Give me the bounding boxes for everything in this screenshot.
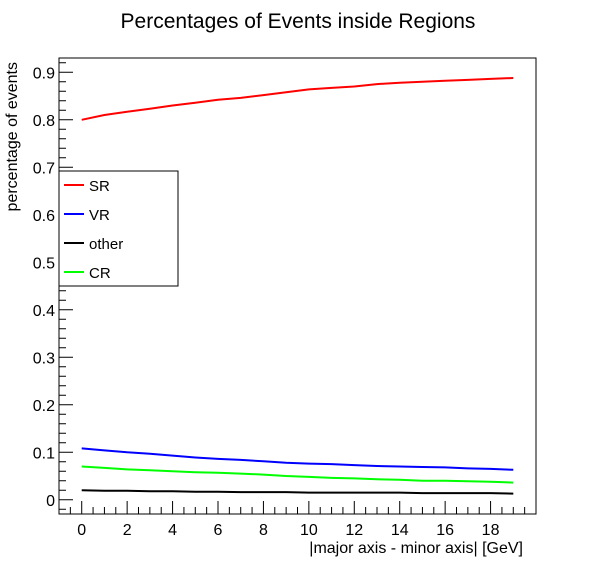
- legend-label-vr: VR: [89, 207, 110, 224]
- y-tick-label: 0.2: [33, 398, 55, 415]
- y-tick-label: 0.5: [33, 255, 55, 272]
- x-tick-label: 18: [482, 522, 500, 539]
- y-tick-label: 0: [46, 493, 55, 510]
- x-tick-label: 4: [168, 522, 177, 539]
- y-axis-title: percentage of events: [4, 62, 21, 211]
- legend-entries: SR VR other CR: [64, 178, 123, 282]
- x-tick-label: 2: [123, 522, 132, 539]
- x-tick-label: 0: [77, 522, 86, 539]
- y-axis-ticks: 0 0.1 0.2 0.3 0.4 0.5 0.6 0.7 0.8 0.9: [33, 62, 73, 510]
- series-line-sr: [81, 77, 514, 121]
- x-tick-label: 6: [214, 522, 223, 539]
- x-tick-label: 8: [259, 522, 268, 539]
- legend-label-other: other: [89, 236, 123, 253]
- legend-label-sr: SR: [89, 178, 110, 195]
- series-line-other: [81, 489, 514, 495]
- y-tick-label: 0.9: [33, 65, 55, 82]
- x-axis-title: |major axis - minor axis| [GeV]: [309, 540, 523, 557]
- legend: SR VR other CR: [58, 170, 179, 287]
- series-lines: [81, 77, 514, 495]
- y-tick-label: 0.3: [33, 350, 55, 367]
- legend-label-cr: CR: [89, 265, 111, 282]
- x-tick-label: 10: [300, 522, 318, 539]
- x-tick-label: 16: [436, 522, 454, 539]
- chart-title: Percentages of Events inside Regions: [121, 10, 476, 33]
- legend-box: [58, 170, 179, 287]
- series-line-vr: [81, 447, 514, 471]
- y-tick-label: 0.7: [33, 160, 55, 177]
- x-axis-ticks: 0 2 4 6 8 10 12 14 16 18: [58, 501, 537, 539]
- x-tick-label: 14: [391, 522, 409, 539]
- y-tick-label: 0.8: [33, 113, 55, 130]
- series-line-cr: [81, 465, 514, 484]
- y-tick-label: 0.4: [33, 303, 55, 320]
- y-tick-label: 0.6: [33, 208, 55, 225]
- x-tick-label: 12: [345, 522, 363, 539]
- y-tick-label: 0.1: [33, 445, 55, 462]
